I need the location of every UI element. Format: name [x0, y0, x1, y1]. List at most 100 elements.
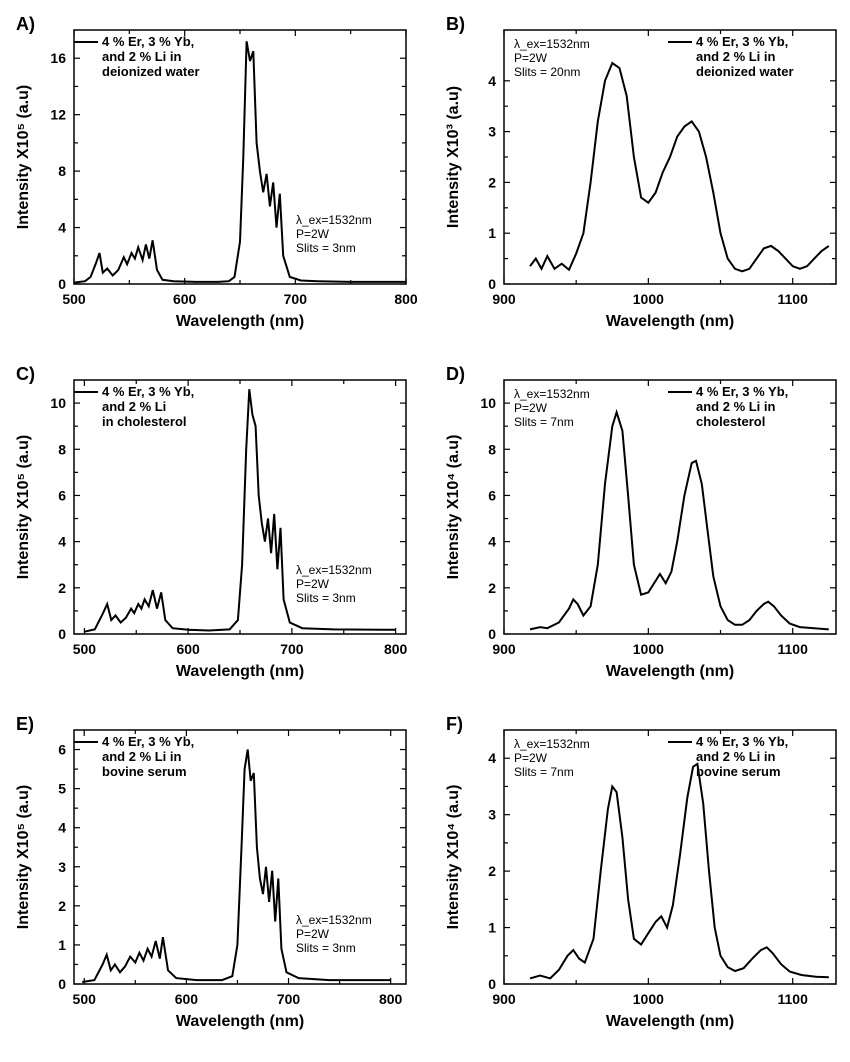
svg-text:10: 10 [50, 395, 66, 411]
chart: 500 600 700 800 0 4 8 12 16 Wavelength (nm) Intens… [10, 10, 420, 340]
svg-text:0: 0 [58, 276, 66, 292]
condition-text: λ_ex=1532nm [296, 913, 372, 927]
panel-letter: E) [16, 714, 34, 735]
svg-text:500: 500 [62, 291, 86, 307]
svg-text:6: 6 [488, 487, 496, 503]
panel-letter: A) [16, 14, 35, 35]
svg-text:1000: 1000 [633, 641, 664, 657]
svg-text:1000: 1000 [633, 291, 664, 307]
legend-line: and 2 % Li in [102, 749, 182, 764]
legend-line: 4 % Er, 3 % Yb, [696, 384, 788, 399]
svg-text:4: 4 [488, 73, 496, 89]
panel-grid: A)5006007008000481216Wavelength (nm)Inte… [10, 10, 850, 1040]
svg-text:0: 0 [488, 976, 496, 992]
svg-text:500: 500 [73, 991, 97, 1007]
x-axis-label: Wavelength (nm) [606, 663, 734, 680]
svg-text:1100: 1100 [778, 291, 809, 307]
y-axis-label: Intensity X10⁴ (a.u) [445, 785, 462, 930]
svg-text:4: 4 [58, 534, 66, 550]
legend-line: 4 % Er, 3 % Yb, [102, 734, 194, 749]
x-axis-label: Wavelength (nm) [606, 313, 734, 330]
svg-text:10: 10 [480, 395, 496, 411]
svg-text:3: 3 [58, 859, 66, 875]
legend-line: 4 % Er, 3 % Yb, [696, 34, 788, 49]
svg-text:900: 900 [492, 291, 516, 307]
panel-letter: C) [16, 364, 35, 385]
svg-text:1000: 1000 [633, 991, 664, 1007]
condition-text: Slits = 7nm [514, 765, 574, 779]
x-axis-label: Wavelength (nm) [176, 663, 304, 680]
svg-text:0: 0 [58, 626, 66, 642]
panel-C: C)5006007008000246810Wavelength (nm)Inte… [10, 360, 430, 690]
spectrum-line [530, 63, 829, 271]
y-axis-label: Intensity X10³ (a.u) [445, 86, 462, 228]
svg-text:12: 12 [50, 107, 66, 123]
svg-text:8: 8 [58, 441, 66, 457]
spectrum-line [530, 764, 829, 979]
chart: 5006007008000246810Wavelength (nm)Intens… [10, 360, 420, 690]
legend-line: 4 % Er, 3 % Yb, [102, 384, 194, 399]
y-axis-label: Intensity X10⁵ (a.u) [15, 785, 32, 929]
svg-text:5: 5 [58, 781, 66, 797]
svg-text:0: 0 [488, 276, 496, 292]
svg-text:600: 600 [176, 641, 200, 657]
condition-text: λ_ex=1532nm [514, 737, 590, 751]
chart: 5006007008000123456Wavelength (nm)Intens… [10, 710, 420, 1040]
panel-A: A) 500 600 700 800 0 4 8 12 16 Wavelength (nm) Inte… [10, 10, 430, 340]
condition-text: P=2W [296, 227, 330, 241]
legend-line: and 2 % Li [102, 399, 166, 414]
svg-text:900: 900 [492, 641, 516, 657]
x-axis-label: Wavelength (nm) [176, 313, 304, 330]
legend-line: and 2 % Li in [102, 49, 182, 64]
condition-text: Slits = 7nm [514, 415, 574, 429]
svg-text:1100: 1100 [778, 641, 809, 657]
y-axis-label: Intensity X10⁵ (a.u) [15, 85, 32, 229]
panel-D: D)900100011000246810Wavelength (nm)Inten… [440, 360, 850, 690]
svg-text:2: 2 [488, 580, 496, 596]
condition-text: λ_ex=1532nm [296, 563, 372, 577]
condition-text: P=2W [296, 927, 330, 941]
svg-text:2: 2 [488, 863, 496, 879]
svg-text:8: 8 [58, 163, 66, 179]
svg-text:700: 700 [280, 641, 304, 657]
svg-text:800: 800 [394, 291, 418, 307]
svg-text:600: 600 [173, 291, 197, 307]
y-axis-label: Intensity X10⁴ (a.u) [445, 435, 462, 580]
condition-text: P=2W [514, 751, 548, 765]
svg-text:4: 4 [58, 820, 66, 836]
legend-line: and 2 % Li in [696, 749, 776, 764]
svg-text:16: 16 [50, 50, 66, 66]
svg-text:1: 1 [488, 225, 496, 241]
condition-text: Slits = 3nm [296, 941, 356, 955]
spectrum-line [530, 412, 829, 629]
svg-text:4: 4 [58, 220, 66, 236]
chart: 900100011000246810Wavelength (nm)Intensi… [440, 360, 850, 690]
svg-text:700: 700 [284, 291, 308, 307]
condition-text: Slits = 3nm [296, 241, 356, 255]
legend-line: in cholesterol [102, 414, 187, 429]
svg-text:900: 900 [492, 991, 516, 1007]
legend-line: and 2 % Li in [696, 399, 776, 414]
condition-text: P=2W [514, 401, 548, 415]
svg-text:1100: 1100 [778, 991, 809, 1007]
svg-text:700: 700 [277, 991, 301, 1007]
legend-line: cholesterol [696, 414, 765, 429]
panel-letter: B) [446, 14, 465, 35]
svg-text:2: 2 [58, 898, 66, 914]
svg-text:6: 6 [58, 742, 66, 758]
legend-line: bovine serum [696, 764, 781, 779]
legend-line: deionized water [102, 64, 200, 79]
svg-text:1: 1 [488, 920, 496, 936]
chart: 9001000110001234Wavelength (nm)Intensity… [440, 10, 850, 340]
legend-line: 4 % Er, 3 % Yb, [102, 34, 194, 49]
x-axis-label: Wavelength (nm) [176, 1013, 304, 1030]
svg-text:500: 500 [73, 641, 97, 657]
svg-text:2: 2 [488, 174, 496, 190]
svg-text:3: 3 [488, 807, 496, 823]
condition-text: P=2W [296, 577, 330, 591]
svg-text:0: 0 [488, 626, 496, 642]
svg-text:1: 1 [58, 937, 66, 953]
svg-text:800: 800 [384, 641, 408, 657]
legend-line: deionized water [696, 64, 794, 79]
svg-text:6: 6 [58, 487, 66, 503]
